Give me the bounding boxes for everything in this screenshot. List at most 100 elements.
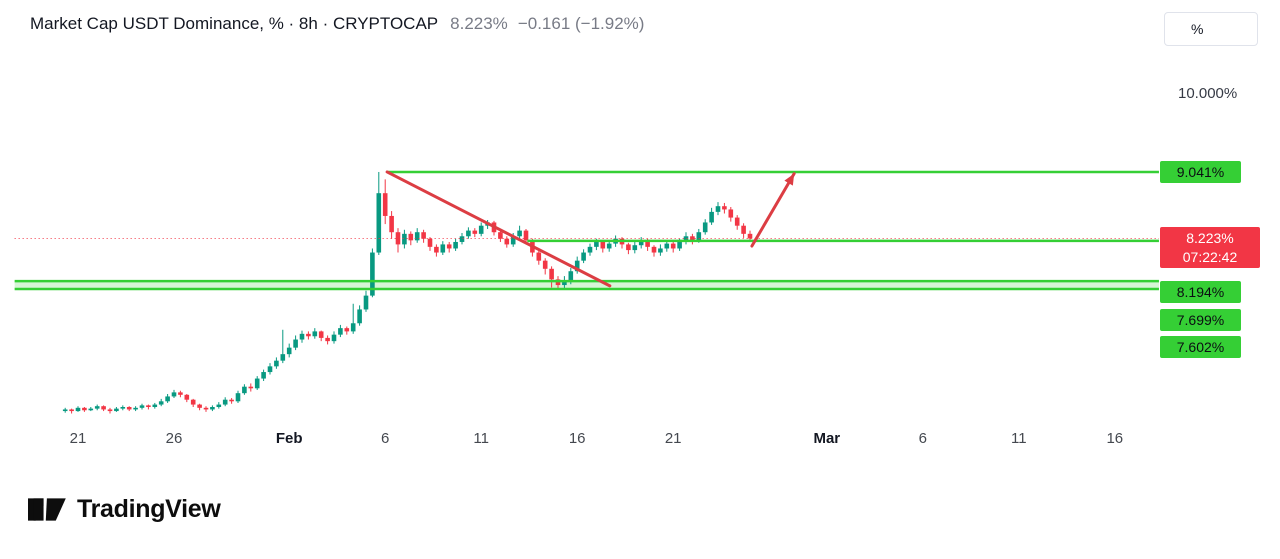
line-price-label-8194: 8.194% <box>1160 281 1241 303</box>
candle-body <box>427 238 433 247</box>
time-axis-label: 16 <box>568 430 586 447</box>
candle-body <box>504 238 510 245</box>
candle-body <box>715 206 721 212</box>
candle-body <box>632 245 638 251</box>
candle-body <box>446 244 452 249</box>
candle-body <box>184 394 190 400</box>
candle-body <box>216 404 222 408</box>
candle-body <box>293 339 298 348</box>
candle-body <box>664 243 670 249</box>
price-scale[interactable]: 10.000% 9.041% 8.223% 07:22:42 8.194% 7.… <box>1160 0 1270 460</box>
candle-body <box>466 230 471 237</box>
candle-body <box>350 323 356 332</box>
candle-body <box>126 407 132 410</box>
candle-body <box>210 407 215 410</box>
candle-body <box>677 241 682 249</box>
candle-body <box>267 366 273 373</box>
candle-body <box>203 407 209 410</box>
candle-body <box>702 222 708 233</box>
arrow-head-icon <box>784 173 795 186</box>
candle-body <box>107 409 113 412</box>
candle-body <box>242 386 247 394</box>
candle-body <box>338 328 343 335</box>
time-axis-label: 6 <box>381 430 390 447</box>
candle-body <box>318 331 324 338</box>
symbol-title[interactable]: Market Cap USDT Dominance, % · 8h · CRYP… <box>30 14 439 33</box>
price-scale-tick: 10.000% <box>1178 85 1238 102</box>
candle-body <box>402 233 407 245</box>
candle-body <box>69 409 74 412</box>
candle-body <box>568 271 574 281</box>
candle-body <box>696 232 702 241</box>
tradingview-brand[interactable]: TradingView <box>28 495 221 524</box>
candle-body <box>222 399 228 405</box>
candle-body <box>421 232 426 239</box>
candle-body <box>325 337 330 342</box>
line-price-label-7602: 7.602% <box>1160 336 1241 358</box>
time-axis-label: 11 <box>473 430 489 447</box>
candle-body <box>459 236 465 242</box>
candle-body <box>440 244 446 253</box>
candle-body <box>587 246 593 253</box>
candle-body <box>510 236 516 245</box>
candle-body <box>542 260 548 269</box>
candle-body <box>408 233 414 241</box>
candle-body <box>370 252 375 296</box>
candle-body <box>312 331 318 337</box>
trendline[interactable] <box>385 170 612 288</box>
candle-body <box>658 248 663 253</box>
bar-countdown: 07:22:42 <box>1182 248 1238 265</box>
candle-body <box>286 347 292 355</box>
candle-body <box>331 334 337 342</box>
current-price-label: 8.223% 07:22:42 <box>1160 227 1260 268</box>
candle-body <box>395 232 401 245</box>
candle-body <box>734 217 740 226</box>
candle-body <box>101 406 106 410</box>
candle-body <box>235 393 241 402</box>
candle-body <box>357 309 362 324</box>
time-axis-label: 6 <box>918 430 927 447</box>
candle-body <box>190 399 196 405</box>
candle-body <box>581 252 586 261</box>
candle-body <box>165 396 170 402</box>
candle-body <box>197 404 202 408</box>
time-axis-label: Mar <box>813 430 841 447</box>
candle-body <box>299 333 305 340</box>
candle-body <box>389 215 394 233</box>
price-values: 8.223% −0.161 (−1.92%) <box>450 14 644 34</box>
candle-body <box>453 241 458 249</box>
candle-body <box>741 225 746 234</box>
candle-body <box>626 244 631 251</box>
candle-body <box>363 295 369 310</box>
price-scale-unit-button[interactable]: % <box>1164 12 1258 46</box>
arrow-line[interactable] <box>750 172 796 248</box>
time-axis-label: Feb <box>275 430 303 447</box>
time-axis-label: 11 <box>1011 430 1027 447</box>
candle-body <box>88 408 94 411</box>
candle-body <box>747 233 753 239</box>
candle-body <box>146 405 151 408</box>
candle-body <box>274 360 279 367</box>
time-axis-label: 21 <box>69 430 87 447</box>
candle-body <box>254 378 260 389</box>
chart-legend: Market Cap USDT Dominance, % · 8h · CRYP… <box>30 14 644 34</box>
candle-body <box>382 193 388 216</box>
candle-body <box>114 408 119 412</box>
candle-body <box>152 404 158 408</box>
candle-body <box>248 386 254 389</box>
candle-body <box>414 232 420 241</box>
candle-body <box>178 392 183 395</box>
candle-body <box>523 230 529 241</box>
candle-body <box>638 240 644 246</box>
price-change-value: −0.161 (−1.92%) <box>517 14 645 33</box>
candle-body <box>229 399 234 402</box>
candle-body <box>62 409 68 412</box>
candle-body <box>171 392 177 397</box>
candle-body <box>574 260 580 272</box>
line-price-label-9041: 9.041% <box>1160 161 1241 183</box>
candle-body <box>344 328 350 332</box>
candle-body <box>517 230 522 237</box>
time-axis[interactable]: 21 26 Feb 6 11 16 21 Mar 6 11 16 <box>0 428 1160 458</box>
candle-body <box>594 241 599 247</box>
